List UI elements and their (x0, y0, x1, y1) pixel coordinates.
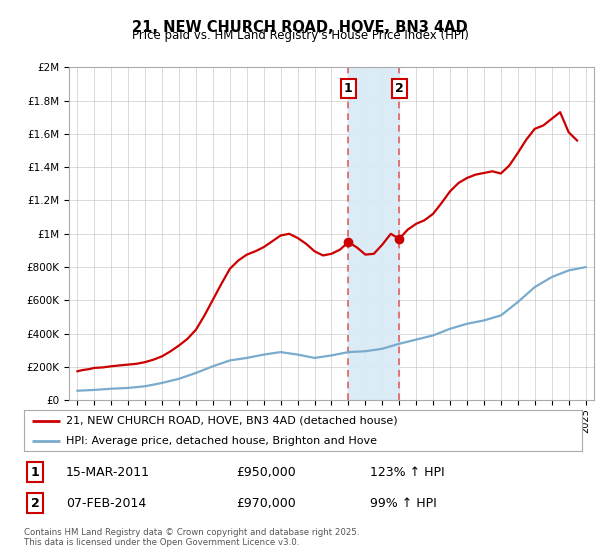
Text: 123% ↑ HPI: 123% ↑ HPI (370, 466, 445, 479)
Text: Price paid vs. HM Land Registry's House Price Index (HPI): Price paid vs. HM Land Registry's House … (131, 29, 469, 42)
Text: 1: 1 (31, 466, 40, 479)
Text: 21, NEW CHURCH ROAD, HOVE, BN3 4AD: 21, NEW CHURCH ROAD, HOVE, BN3 4AD (132, 20, 468, 35)
Text: 2: 2 (395, 82, 404, 95)
Text: 99% ↑ HPI: 99% ↑ HPI (370, 497, 437, 510)
Text: 15-MAR-2011: 15-MAR-2011 (66, 466, 150, 479)
Text: 07-FEB-2014: 07-FEB-2014 (66, 497, 146, 510)
Text: 2: 2 (31, 497, 40, 510)
Text: Contains HM Land Registry data © Crown copyright and database right 2025.
This d: Contains HM Land Registry data © Crown c… (24, 528, 359, 547)
Text: £970,000: £970,000 (236, 497, 296, 510)
Text: HPI: Average price, detached house, Brighton and Hove: HPI: Average price, detached house, Brig… (66, 436, 377, 446)
Text: 1: 1 (344, 82, 353, 95)
Text: 21, NEW CHURCH ROAD, HOVE, BN3 4AD (detached house): 21, NEW CHURCH ROAD, HOVE, BN3 4AD (deta… (66, 416, 397, 426)
Text: £950,000: £950,000 (236, 466, 296, 479)
Bar (349, 67, 399, 400)
